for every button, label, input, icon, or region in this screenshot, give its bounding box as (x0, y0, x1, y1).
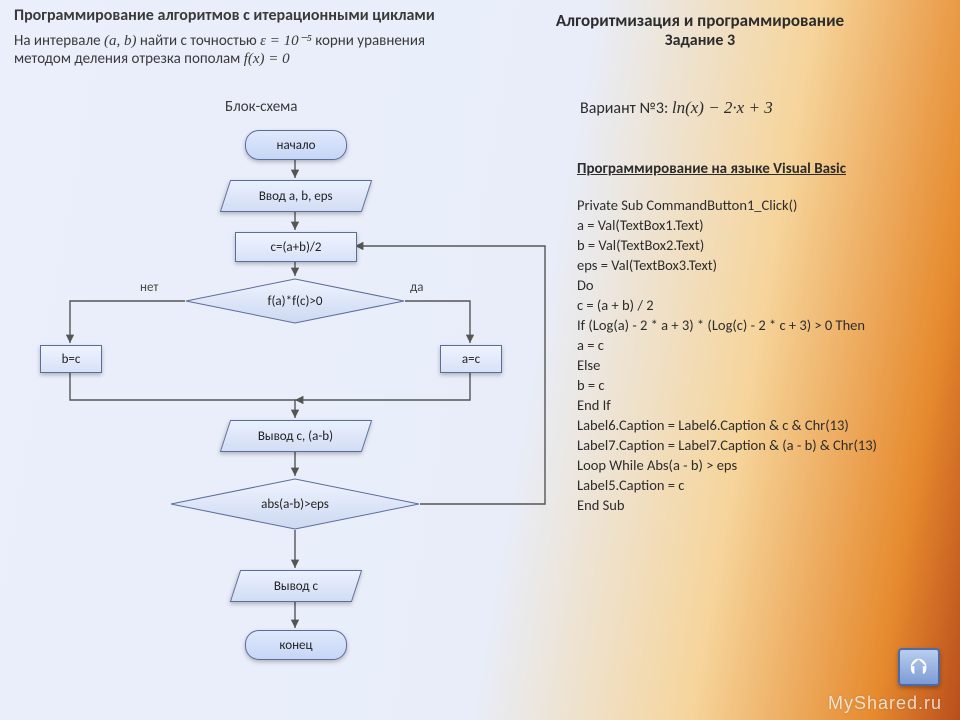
edge-label-no: нет (140, 280, 158, 295)
node-output-1: Вывод c, (a-b) (220, 420, 372, 452)
node-start: начало (245, 130, 347, 160)
text: корни уравнения (315, 32, 425, 50)
node-ac: a=c (440, 345, 502, 373)
node-decision-2: abs(a-b)>eps (170, 478, 420, 530)
node-output-1-label: Вывод c, (a-b) (258, 429, 333, 444)
node-output-2-label: Вывод c (274, 579, 318, 594)
node-bc: b=c (40, 345, 102, 373)
right-title-line1: Алгоритмизация и программирование (556, 10, 844, 31)
formula-eps: ε = 10⁻⁵ (260, 33, 312, 49)
node-input: Ввод a, b, eps (220, 180, 372, 212)
flowchart-caption: Блок-схема (225, 98, 298, 116)
text: На интервале (14, 32, 104, 50)
formula-fx: f(x) = 0 (244, 51, 290, 67)
home-icon[interactable]: ⮉ (898, 648, 940, 686)
right-title-line2: Задание 3 (550, 31, 850, 50)
code-title: Программирование на языке Visual Basic (577, 160, 846, 178)
subtitle: На интервале (a, b) найти с точностью ε … (14, 32, 574, 68)
flowchart: начало Ввод a, b, eps c=(a+b)/2 f(a)*f(c… (10, 120, 570, 710)
variant-label: Вариант №3: (580, 99, 672, 118)
node-input-label: Ввод a, b, eps (259, 189, 333, 204)
node-decision-1: f(a)*f(c)>0 (185, 278, 405, 324)
node-calc-c: c=(a+b)/2 (235, 232, 357, 262)
code-block: Private Sub CommandButton1_Click() a = V… (577, 195, 947, 515)
formula-interval: (a, b) (104, 33, 137, 49)
variant-formula: ln(x) − 2·x + 3 (672, 98, 773, 117)
text: методом деления отрезка пополам (14, 50, 244, 68)
node-output-2: Вывод c (230, 570, 362, 602)
variant-line: Вариант №3: ln(x) − 2·x + 3 (580, 98, 773, 118)
right-title: Алгоритмизация и программирование Задани… (550, 10, 850, 50)
text: найти с точностью (140, 32, 260, 50)
watermark: MyShared.ru (828, 693, 942, 714)
edge-label-yes: да (410, 280, 423, 295)
node-decision-2-label: abs(a-b)>eps (170, 478, 420, 530)
left-title: Программирование алгоритмов с итерационн… (14, 6, 435, 25)
node-decision-1-label: f(a)*f(c)>0 (185, 278, 405, 324)
node-end: конец (245, 630, 347, 660)
